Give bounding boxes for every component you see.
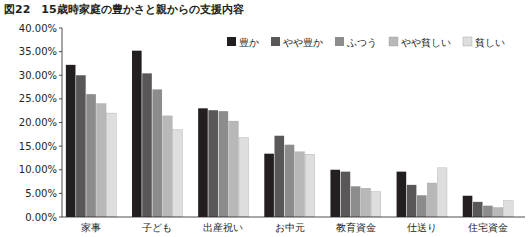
bar [219, 111, 229, 217]
y-tick-label: 30.00% [19, 70, 57, 81]
bar [86, 94, 96, 217]
bar [330, 170, 340, 217]
y-tick-label: 5.00% [25, 188, 57, 199]
y-tick [59, 122, 62, 123]
legend-swatch [335, 37, 344, 46]
bar [285, 145, 295, 217]
bar [305, 154, 315, 217]
bar [407, 185, 417, 217]
y-axis [62, 28, 63, 217]
x-axis [62, 217, 525, 218]
bar [361, 188, 371, 217]
y-tick-label: 25.00% [19, 93, 57, 104]
bar [493, 208, 503, 217]
bar [504, 200, 514, 217]
legend-label: ふつう [346, 37, 377, 48]
bar [208, 110, 218, 217]
bar [371, 191, 381, 217]
x-tick-label: 仕送り [407, 222, 437, 233]
bar [295, 152, 305, 217]
y-tick-label: 40.00% [19, 23, 57, 34]
y-tick [59, 98, 62, 99]
bar [229, 121, 239, 217]
title: 図22 15歳時家庭の豊かさと親からの支援内容 [4, 3, 244, 16]
y-tick-label: 0.00% [25, 212, 57, 223]
bar [427, 183, 437, 217]
legend-swatch [227, 37, 236, 46]
y-tick [59, 217, 62, 218]
y-tick-label: 20.00% [19, 117, 57, 128]
x-tick-label: 住宅資金 [468, 222, 508, 233]
bar [275, 136, 285, 217]
bar [163, 116, 173, 217]
bar [397, 172, 407, 217]
chart: 図22 15歳時家庭の豊かさと親からの支援内容 0.00% 5.00% 10.00% 1… [0, 0, 529, 237]
y-tick [59, 75, 62, 76]
legend-label: やや貧しい [401, 37, 451, 48]
bars [66, 51, 513, 217]
bar [76, 75, 86, 217]
bar [173, 130, 183, 217]
bar [483, 206, 493, 217]
legend-swatch [389, 37, 398, 46]
x-tick-label: お中元 [275, 222, 305, 233]
bar [142, 73, 152, 217]
bar [264, 154, 274, 217]
legend-swatch [271, 37, 280, 46]
bar [351, 186, 361, 217]
bar [463, 196, 473, 217]
bar [417, 195, 427, 217]
bar [66, 65, 76, 217]
bar [437, 168, 447, 217]
legend-swatch [463, 37, 472, 46]
y-tick-label: 35.00% [19, 46, 57, 57]
legend-label: やや豊か [283, 37, 323, 48]
legend: 豊か やや豊か ふつう やや貧しい 貧しい [227, 37, 505, 48]
bar [341, 172, 351, 217]
y-tick [59, 28, 62, 29]
y-tick-label: 10.00% [19, 164, 57, 175]
y-tick [59, 169, 62, 170]
y-tick [59, 193, 62, 194]
bar [239, 138, 249, 217]
bar [132, 51, 142, 217]
bar [96, 104, 106, 217]
bar [473, 202, 483, 217]
y-tick [59, 146, 62, 147]
x-tick-label: 出産祝い [203, 222, 243, 233]
legend-label: 豊か [239, 37, 259, 48]
x-tick-label: 子ども [142, 222, 172, 233]
x-tick-label: 家事 [81, 222, 101, 233]
y-tick-label: 15.00% [19, 141, 57, 152]
legend-label: 貧しい [475, 37, 505, 48]
x-tick-label: 教育資金 [336, 222, 376, 233]
bar [107, 113, 117, 217]
bar [152, 89, 162, 217]
bar [198, 108, 208, 217]
y-tick [59, 51, 62, 52]
